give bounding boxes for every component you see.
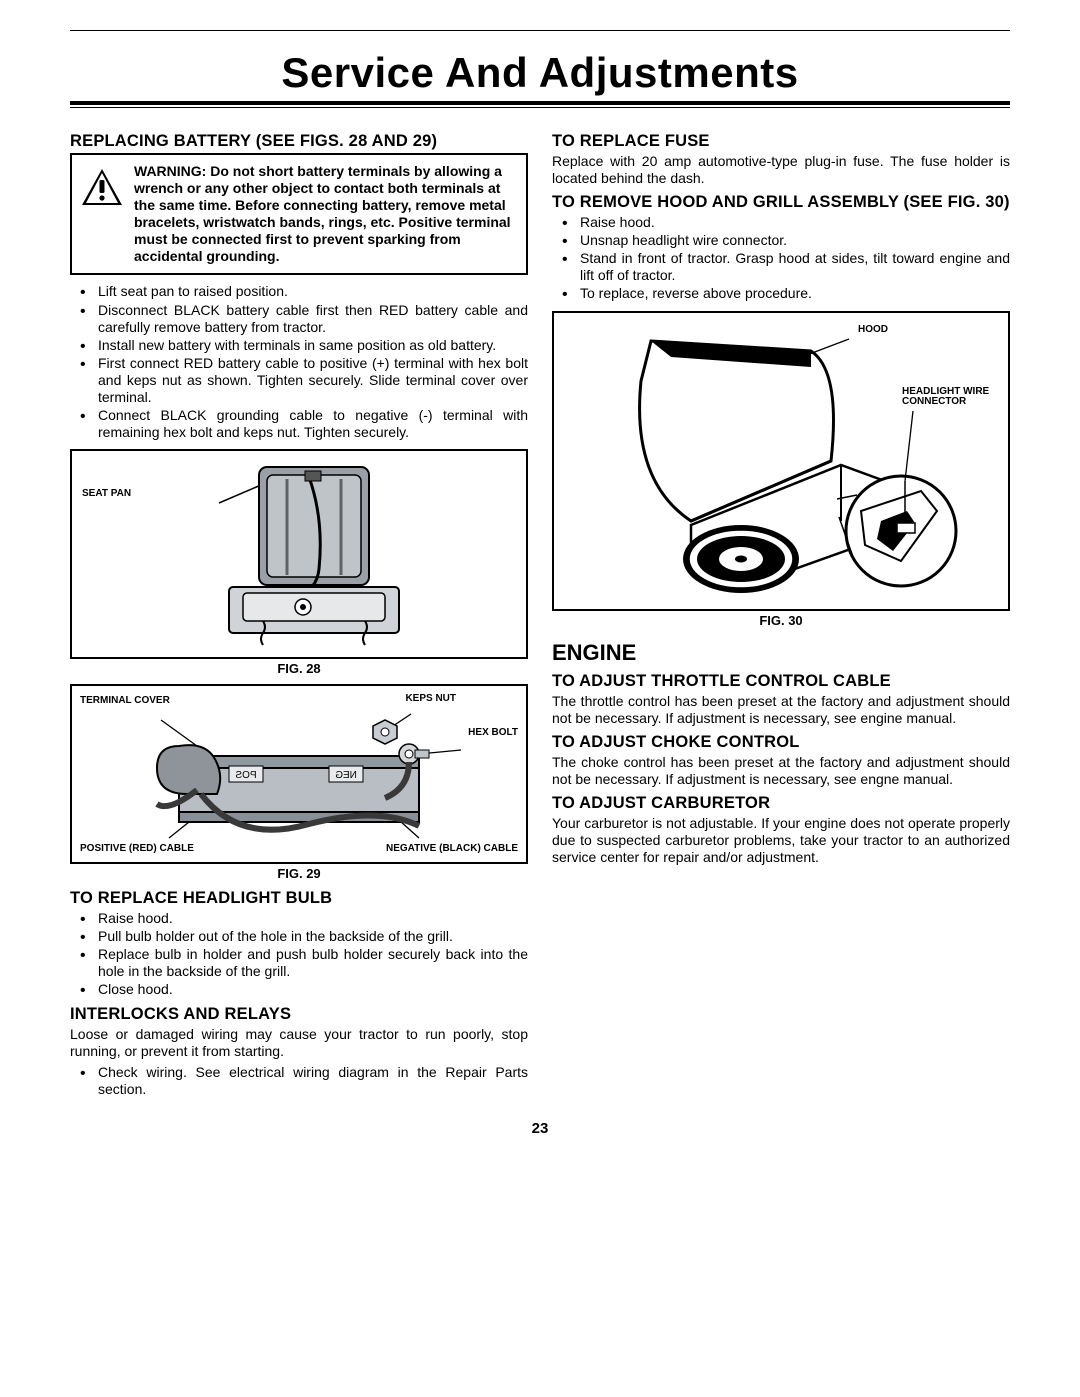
hood-heading: TO REMOVE HOOD AND GRILL ASSEMBLY (See F… <box>552 193 1010 212</box>
list-item: Disconnect BLACK battery cable first the… <box>98 302 528 336</box>
warning-icon <box>80 163 124 265</box>
list-item: First connect RED battery cable to posit… <box>98 355 528 406</box>
fig30-caption: Fig. 30 <box>552 613 1010 628</box>
fig29-label-negative: NEGATIVE (BLACK) CABLE <box>386 844 518 855</box>
svg-text:POS: POS <box>235 770 256 781</box>
choke-heading: TO ADJUST CHOKE CONTROL <box>552 733 1010 752</box>
list-item: Raise hood. <box>98 910 528 927</box>
page-title: Service And Adjustments <box>70 49 1010 97</box>
choke-body: The choke control has been preset at the… <box>552 754 1010 788</box>
page-number: 23 <box>70 1120 1010 1137</box>
list-item: Raise hood. <box>580 214 1010 231</box>
list-item: Replace bulb in holder and push bulb hol… <box>98 946 528 980</box>
carb-body: Your carburetor is not adjustable. If yo… <box>552 815 1010 866</box>
fuse-body: Replace with 20 amp automotive-type plug… <box>552 153 1010 187</box>
list-item: Close hood. <box>98 981 528 998</box>
fig29-label-keps-nut: KEPS NUT <box>405 694 456 705</box>
list-item: Check wiring. See electrical wiring diag… <box>98 1064 528 1098</box>
fig29-caption: Fig. 29 <box>70 866 528 881</box>
fig28-caption: Fig. 28 <box>70 661 528 676</box>
engine-heading: Engine <box>552 640 1010 666</box>
svg-text:NEG: NEG <box>335 770 357 781</box>
throttle-heading: TO ADJUST THROTTLE CONTROL CABLE <box>552 672 1010 691</box>
fig29-label-positive: POSITIVE (RED) CABLE <box>80 844 194 855</box>
list-item: Unsnap headlight wire connector. <box>580 232 1010 249</box>
right-column: TO REPLACE FUSE Replace with 20 amp auto… <box>552 126 1010 1104</box>
list-item: Install new battery with terminals in sa… <box>98 337 528 354</box>
list-item: Lift seat pan to raised position. <box>98 283 528 300</box>
battery-steps: Lift seat pan to raised position. Discon… <box>70 283 528 441</box>
interlocks-body: Loose or damaged wiring may cause your t… <box>70 1026 528 1060</box>
headlight-heading: TO REPLACE HEADLIGHT BULB <box>70 889 528 908</box>
figure-30: HOOD HEADLIGHT WIRE CONNECTOR <box>552 311 1010 611</box>
list-item: Stand in front of tractor. Grasp hood at… <box>580 250 1010 284</box>
fig30-label-hood: HOOD <box>858 325 888 336</box>
list-item: Connect BLACK grounding cable to negativ… <box>98 407 528 441</box>
warning-box: WARNING: Do not short battery terminals … <box>70 153 528 275</box>
figure-29: TERMINAL COVER KEPS NUT HEX BOLT POSITIV… <box>70 684 528 864</box>
fig28-label-seat-pan: SEAT PAN <box>82 489 131 500</box>
list-item: To replace, reverse above procedure. <box>580 285 1010 302</box>
list-item: Pull bulb holder out of the hole in the … <box>98 928 528 945</box>
fig29-label-terminal-cover: TERMINAL COVER <box>80 696 170 707</box>
carb-heading: TO ADJUST CARBURETOR <box>552 794 1010 813</box>
headlight-steps: Raise hood. Pull bulb holder out of the … <box>70 910 528 998</box>
fig30-label-connector: HEADLIGHT WIRE CONNECTOR <box>902 387 992 408</box>
fig29-label-hex-bolt: HEX BOLT <box>468 728 518 739</box>
hood-steps: Raise hood. Unsnap headlight wire connec… <box>552 214 1010 302</box>
replacing-battery-heading: REPLACING BATTERY (See Figs. 28 and 29) <box>70 132 528 151</box>
figure-28: SEAT PAN <box>70 449 528 659</box>
left-column: REPLACING BATTERY (See Figs. 28 and 29) … <box>70 126 528 1104</box>
fuse-heading: TO REPLACE FUSE <box>552 132 1010 151</box>
throttle-body: The throttle control has been preset at … <box>552 693 1010 727</box>
interlocks-steps: Check wiring. See electrical wiring diag… <box>70 1064 528 1098</box>
warning-text: WARNING: Do not short battery terminals … <box>134 163 518 265</box>
interlocks-heading: INTERLOCKS AND RELAYS <box>70 1005 528 1024</box>
